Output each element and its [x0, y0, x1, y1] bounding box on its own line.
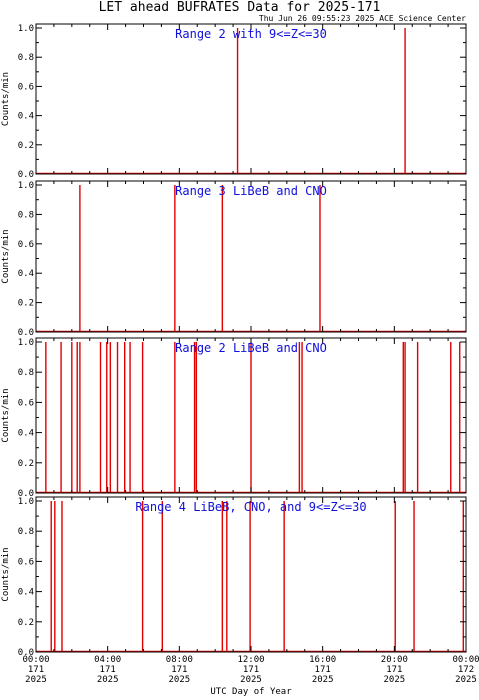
xtick-label-year: 2025	[97, 675, 119, 685]
xtick-label-time: 08:00	[166, 655, 193, 665]
panel-label-1: Range 2 with 9<=Z<=30	[175, 27, 327, 41]
xtick-label-year: 2025	[25, 675, 47, 685]
ytick-label: 0.2	[18, 141, 34, 151]
xtick-label-year: 2025	[240, 675, 262, 685]
xtick-label-year: 2025	[168, 675, 190, 685]
ytick-label: 0.0	[18, 170, 34, 180]
ytick-label: 0.6	[18, 398, 34, 408]
xtick-label-time: 20:00	[381, 655, 408, 665]
xtick-label-doy: 171	[171, 665, 187, 675]
ytick-label: 1.0	[18, 497, 34, 507]
ytick-label: 0.8	[18, 53, 34, 63]
panel-label-2: Range 3 LiBeB and CNO	[175, 184, 327, 198]
panels: 0.0 0.2 0.4 0.6 0.8 1.0 Counts/min Range 2 with…	[1, 23, 467, 658]
xtick-label-year: 2025	[312, 675, 334, 685]
ytick-label: 1.0	[18, 24, 34, 34]
ytick-label: 0.6	[18, 557, 34, 567]
ytick-label: 1.0	[18, 181, 34, 191]
ytick-label: 0.0	[18, 648, 34, 658]
xtick-label-doy: 171	[100, 665, 116, 675]
panel-3: 0.0 0.2 0.4 0.6 0.8 1.0 Counts/min Range 2 LiBe…	[1, 337, 467, 499]
y-axis-label-1: Counts/min	[1, 72, 11, 126]
xtick-label-year: 2025	[455, 675, 477, 685]
ytick-label: 0.2	[18, 299, 34, 309]
ytick-label: 1.0	[18, 338, 34, 348]
panel-2: 0.0 0.2 0.4 0.6 0.8 1.0 Counts/min Range 3 LiBe…	[1, 180, 467, 338]
ytick-label: 0.6	[18, 240, 34, 250]
panel-label-4: Range 4 LiBeB, CNO, and 9<=Z<=30	[135, 500, 366, 514]
ytick-label: 0.8	[18, 368, 34, 378]
ytick-label: 0.4	[18, 112, 34, 122]
xtick-label-year: 2025	[383, 675, 405, 685]
xtick-label-time: 12:00	[237, 655, 264, 665]
y-axis-label-3: Counts/min	[1, 388, 11, 442]
panel-frame-4	[35, 496, 467, 653]
xtick-label-time: 04:00	[94, 655, 121, 665]
xtick-label-doy: 171	[386, 665, 402, 675]
x-axis-title: UTC Day of Year	[210, 687, 292, 697]
xtick-label-time: 16:00	[309, 655, 336, 665]
panel-frame-2	[35, 180, 467, 333]
xtick-label-doy: 171	[243, 665, 259, 675]
ytick-label: 0.2	[18, 618, 34, 628]
ytick-label: 0.8	[18, 210, 34, 220]
ytick-label: 0.6	[18, 82, 34, 92]
xtick-label-doy: 171	[28, 665, 44, 675]
chart-title: LET ahead BUFRATES Data for 2025-171	[99, 0, 381, 15]
ytick-label: 0.8	[18, 527, 34, 537]
panel-4: 0.0 0.2 0.4 0.6 0.8 1.0 Counts/min Range 4 LiBe…	[1, 496, 467, 658]
y-axis-label-4: Counts/min	[1, 547, 11, 601]
ytick-label: 0.0	[18, 489, 34, 499]
xtick-label-time: 00:00	[22, 655, 49, 665]
panel-1: 0.0 0.2 0.4 0.6 0.8 1.0 Counts/min Range 2 with…	[1, 23, 467, 180]
xtick-label-doy: 171	[315, 665, 331, 675]
panel-label-3: Range 2 LiBeB and CNO	[175, 341, 327, 355]
timestamp: Thu Jun 26 09:55:23 2025 ACE Science Cen…	[259, 14, 466, 23]
ytick-label: 0.4	[18, 588, 34, 598]
ytick-label: 0.2	[18, 459, 34, 469]
xtick-label-doy: 172	[458, 665, 474, 675]
y-axis-label-2: Counts/min	[1, 229, 11, 283]
x-axis: 00:00171202504:00171202508:00171202512:0…	[22, 655, 479, 685]
ytick-label: 0.4	[18, 269, 34, 279]
ytick-label: 0.4	[18, 429, 34, 439]
ytick-label: 0.0	[18, 328, 34, 338]
xtick-label-time: 00:00	[452, 655, 479, 665]
panel-frame-1	[35, 23, 467, 175]
